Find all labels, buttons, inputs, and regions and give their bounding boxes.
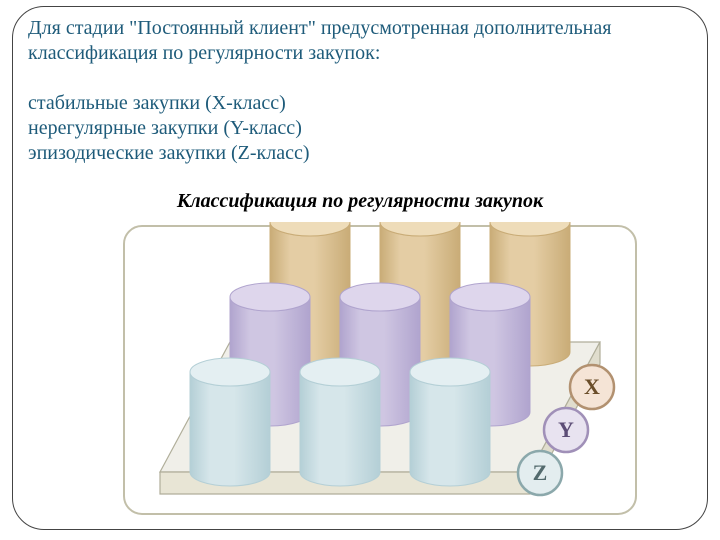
intro-line-2: классификация по регулярности закупок: — [28, 41, 688, 66]
intro-line-1: Для стадии "Постоянный клиент" предусмот… — [28, 16, 688, 41]
intro-item-y: нерегулярные закупки (Y-класс) — [28, 116, 688, 141]
badge-label-z: Z — [533, 460, 548, 485]
chart-diagram: XYZ — [120, 222, 640, 522]
badge-label-y: Y — [558, 417, 574, 442]
intro-blank — [28, 66, 688, 91]
intro-item-z: эпизодические закупки (Z-класс) — [28, 141, 688, 166]
chart-title: Классификация по регулярности закупок — [0, 190, 720, 213]
badge-label-x: X — [584, 374, 600, 399]
intro-block: Для стадии "Постоянный клиент" предусмот… — [28, 16, 688, 166]
intro-item-x: стабильные закупки (X-класс) — [28, 91, 688, 116]
